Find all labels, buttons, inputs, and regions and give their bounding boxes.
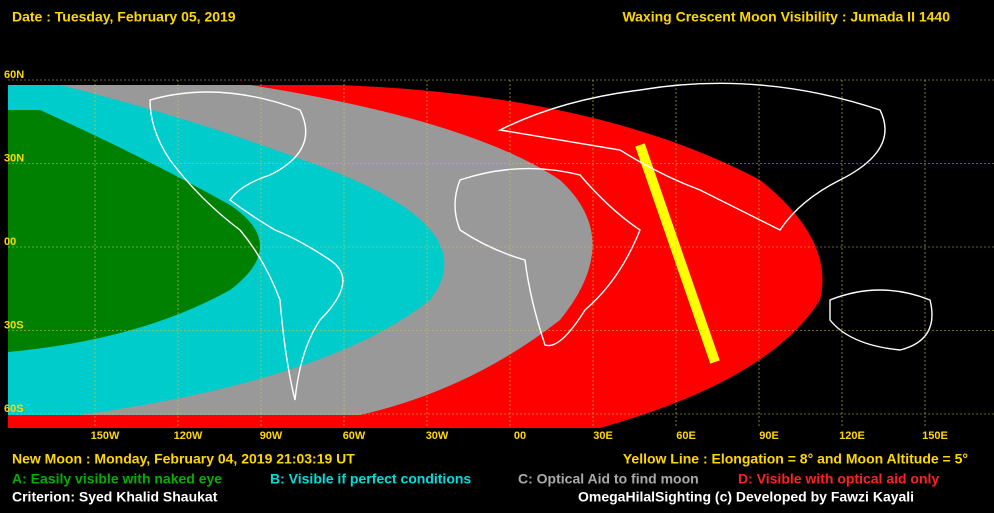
yellow-line-note: Yellow Line : Elongation = 8° and Moon A… xyxy=(623,451,968,467)
date: Date : Tuesday, February 05, 2019 xyxy=(12,9,236,25)
lat-label: 30S xyxy=(4,319,24,331)
legend-b: B: Visible if perfect conditions xyxy=(270,471,471,487)
lat-label: 00 xyxy=(4,236,16,248)
new-moon: New Moon : Monday, February 04, 2019 21:… xyxy=(12,451,355,467)
africa xyxy=(454,167,641,347)
zone-a xyxy=(8,110,260,352)
yellow-line xyxy=(635,143,720,364)
graticule: 60N 30N 00 30S 60S 150W 120W 90W 60W 30W 00 30E 60E 9… xyxy=(4,69,994,442)
legend-d: D: Visible with optical aid only xyxy=(738,471,939,487)
lon-label: 120E xyxy=(839,430,865,442)
lat-label: 30N xyxy=(4,152,24,164)
legend-c: C: Optical Aid to find moon xyxy=(518,471,699,487)
lon-label: 150E xyxy=(922,430,948,442)
title: Waxing Crescent Moon Visibility : Jumada… xyxy=(622,9,950,25)
lat-label: 60N xyxy=(4,69,24,81)
eurasia xyxy=(497,82,886,231)
legend-a: A: Easily visible with naked eye xyxy=(12,471,222,487)
criterion: Criterion: Syed Khalid Shaukat xyxy=(12,489,218,505)
americas xyxy=(149,91,344,401)
lon-label: 150W xyxy=(91,430,120,442)
lon-label: 30W xyxy=(426,430,449,442)
lon-label: 30E xyxy=(593,430,613,442)
lon-label: 120W xyxy=(174,430,203,442)
lon-label: 00 xyxy=(514,430,526,442)
australia xyxy=(829,289,933,351)
credit: OmegaHilalSighting (c) Developed by Fawz… xyxy=(578,489,914,505)
lon-label: 90W xyxy=(260,430,283,442)
lon-label: 90E xyxy=(759,430,779,442)
visibility-zones xyxy=(8,85,823,428)
lon-label: 60W xyxy=(343,430,366,442)
lat-label: 60S xyxy=(4,403,24,415)
lon-label: 60E xyxy=(676,430,696,442)
coastlines xyxy=(149,82,933,401)
